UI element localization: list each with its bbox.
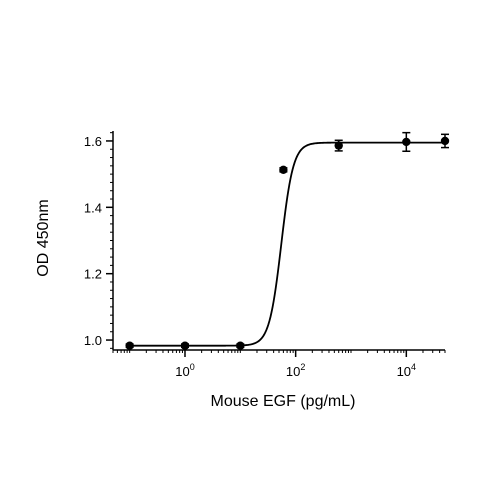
data-point-3 bbox=[236, 341, 245, 350]
point-marker bbox=[236, 341, 245, 350]
x-tick-label: 102 bbox=[286, 362, 305, 379]
fit-curve-layer bbox=[129, 141, 445, 347]
point-marker bbox=[180, 341, 190, 350]
y-tick-label: 1.0 bbox=[84, 333, 102, 348]
point-marker bbox=[334, 141, 343, 150]
x-tick-label: 100 bbox=[175, 362, 194, 379]
data-point-1 bbox=[125, 341, 134, 350]
point-marker bbox=[440, 136, 450, 146]
y-tick-label: 1.4 bbox=[84, 200, 102, 215]
data-point-2 bbox=[180, 341, 190, 350]
data-points-layer bbox=[125, 131, 450, 350]
y-tick-label: 1.6 bbox=[84, 134, 102, 149]
y-axis-label: OD 450nm bbox=[35, 199, 52, 276]
data-point-6 bbox=[402, 131, 411, 152]
point-marker bbox=[402, 137, 411, 147]
point-marker bbox=[125, 341, 134, 350]
y-tick-label: 1.2 bbox=[84, 267, 102, 282]
data-point-4 bbox=[279, 165, 288, 175]
point-marker bbox=[279, 165, 288, 175]
x-tick-label: 104 bbox=[397, 362, 416, 379]
fit-curve bbox=[129, 141, 445, 347]
x-axis-label: Mouse EGF (pg/mL) bbox=[211, 393, 356, 410]
data-point-7 bbox=[440, 133, 450, 149]
axes: 100 102 104 1.0 1.2 1.4 1.6 bbox=[84, 131, 446, 379]
data-point-5 bbox=[334, 139, 343, 152]
